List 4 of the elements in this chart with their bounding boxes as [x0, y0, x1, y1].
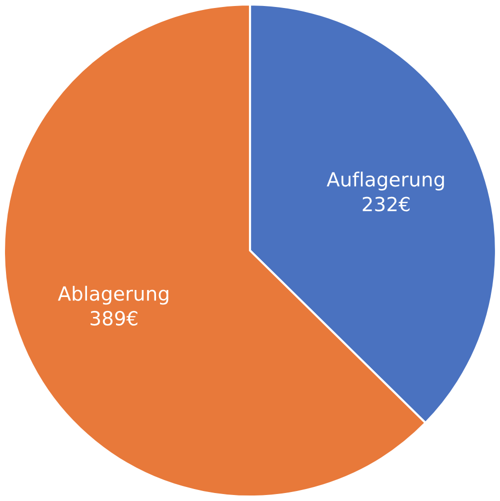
data-label: 232€ [362, 196, 410, 212]
data-label: 389€ [90, 310, 138, 326]
slice-label: Auflagerung [326, 172, 444, 190]
slice-label: Ablagerung [58, 286, 168, 305]
